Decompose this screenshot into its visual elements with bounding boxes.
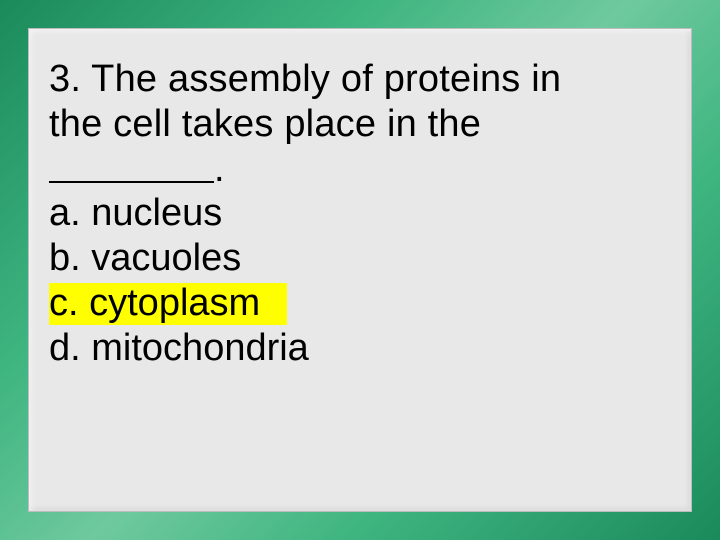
question-block: 3. The assembly of proteins in the cell … <box>49 57 671 191</box>
option-b: b. vacuoles <box>49 236 671 281</box>
option-c: c. cytoplasm <box>49 281 671 326</box>
option-d-text: d. mitochondria <box>49 327 309 369</box>
question-line-1: 3. The assembly of proteins in <box>49 58 561 100</box>
fill-blank <box>49 148 214 182</box>
option-d: d. mitochondria <box>49 326 671 371</box>
blank-suffix: . <box>214 148 225 190</box>
slide-frame: 3. The assembly of proteins in the cell … <box>0 0 720 540</box>
option-a-text: a. nucleus <box>49 192 222 234</box>
options-block: a. nucleus b. vacuoles c. cytoplasm d. m… <box>49 191 671 370</box>
option-b-text: b. vacuoles <box>49 237 241 279</box>
question-line-2: the cell takes place in the <box>49 103 481 145</box>
option-c-text: c. cytoplasm <box>49 282 260 324</box>
option-a: a. nucleus <box>49 191 671 236</box>
slide-panel: 3. The assembly of proteins in the cell … <box>28 28 692 512</box>
